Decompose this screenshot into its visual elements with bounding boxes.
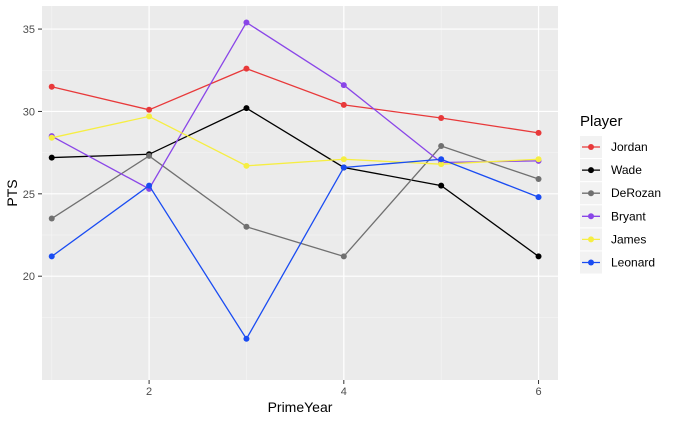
legend-item-leonard: Leonard: [580, 251, 655, 274]
legend-title: Player: [580, 113, 623, 130]
data-point-derozan: [48, 215, 55, 222]
data-point-james: [146, 113, 153, 120]
legend-point-jordan: [588, 144, 594, 150]
series-james: [48, 113, 542, 169]
series-line-james: [51, 115, 539, 167]
series-layer: [48, 19, 542, 342]
data-point-bryant: [340, 82, 347, 89]
y-tick-label: 30: [23, 106, 35, 118]
series-leonard: [48, 156, 542, 342]
major-gridlines: [42, 6, 558, 380]
series-line-wade: [51, 107, 539, 257]
legend-point-james: [588, 236, 594, 243]
data-point-wade: [48, 154, 55, 161]
data-point-leonard: [243, 335, 250, 342]
legend-label-bryant: Bryant: [611, 209, 646, 223]
legend-point-derozan: [588, 190, 594, 197]
y-tick-label: 25: [23, 189, 35, 201]
data-point-james: [48, 134, 55, 141]
legend-item-derozan: DeRozan: [580, 182, 661, 205]
legend-item-james: James: [580, 228, 646, 251]
data-point-jordan: [438, 115, 445, 122]
x-tick-label: 4: [341, 386, 347, 398]
legend-item-bryant: Bryant: [580, 205, 646, 228]
series-line-leonard: [51, 158, 539, 341]
series-line-jordan: [51, 67, 539, 134]
data-point-jordan: [48, 83, 55, 90]
series-derozan: [48, 143, 542, 260]
data-point-james: [535, 156, 542, 163]
legend-point-leonard: [588, 259, 594, 266]
data-point-jordan: [243, 65, 250, 72]
data-point-wade: [438, 182, 445, 189]
data-point-jordan: [535, 129, 542, 136]
data-point-leonard: [438, 156, 445, 163]
legend-label-derozan: DeRozan: [611, 186, 661, 200]
data-point-derozan: [340, 253, 347, 260]
legend-label-wade: Wade: [611, 163, 642, 177]
legend-point-wade: [588, 167, 594, 174]
series-jordan: [48, 65, 542, 136]
data-point-leonard: [48, 253, 55, 260]
legend-point-bryant: [588, 213, 594, 220]
tick-labels: 2 4 6 20 25 30 35: [23, 24, 542, 398]
legend-label-james: James: [611, 232, 646, 246]
y-tick-label: 35: [23, 24, 35, 36]
x-tick-label: 6: [535, 386, 541, 398]
legend-item-wade: Wade: [580, 159, 642, 182]
legend: Player Jordan Wade DeRozan Bryant James Leona…: [580, 113, 661, 274]
series-line-derozan: [51, 145, 539, 258]
legend-label-jordan: Jordan: [611, 140, 648, 154]
data-point-leonard: [146, 182, 153, 189]
x-tick-label: 2: [146, 386, 152, 398]
data-point-leonard: [535, 194, 542, 201]
data-point-james: [340, 156, 347, 163]
legend-item-jordan: Jordan: [580, 136, 648, 158]
data-point-derozan: [146, 152, 153, 159]
x-axis-title: PrimeYear: [268, 399, 333, 415]
y-axis-title: PTS: [4, 179, 20, 206]
legend-label-leonard: Leonard: [611, 256, 655, 270]
plot-panel: [42, 6, 558, 380]
data-point-wade: [243, 105, 250, 112]
data-point-jordan: [146, 106, 153, 113]
data-point-derozan: [438, 143, 445, 150]
series-line-bryant: [51, 21, 539, 190]
data-point-james: [438, 161, 445, 168]
axis-ticks: [38, 28, 540, 384]
data-point-derozan: [535, 175, 542, 182]
data-point-leonard: [340, 164, 347, 171]
y-tick-label: 20: [23, 271, 35, 283]
data-point-wade: [535, 253, 542, 260]
data-point-derozan: [243, 223, 250, 230]
data-point-james: [243, 162, 250, 169]
data-point-jordan: [340, 101, 347, 108]
data-point-bryant: [243, 19, 250, 26]
